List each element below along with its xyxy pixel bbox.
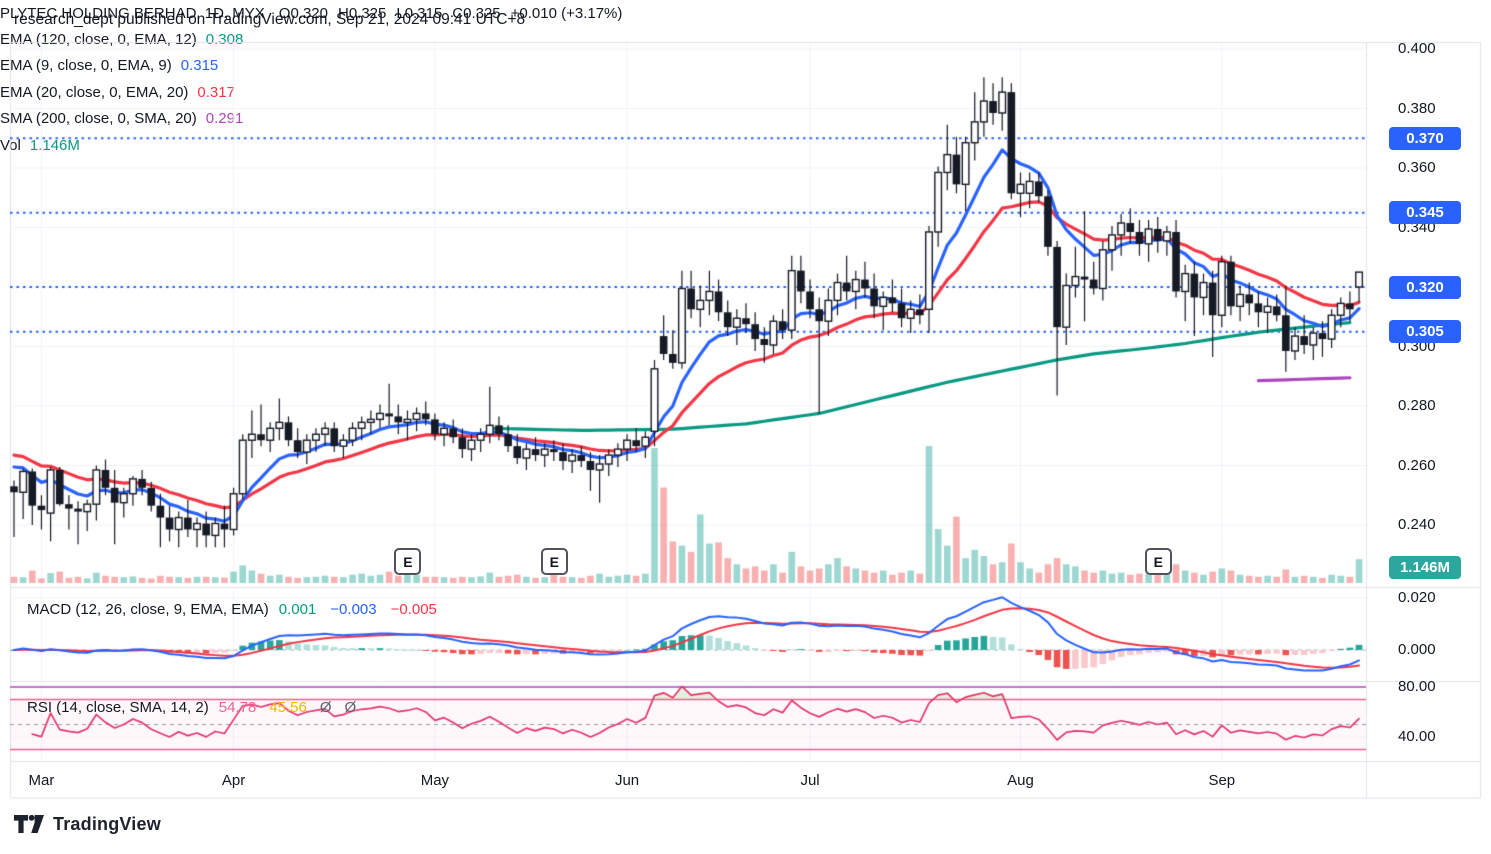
rsi-tick-label: 80.00 [1398, 678, 1436, 695]
time-label-may: May [420, 772, 450, 789]
time-label-jul: Jul [800, 772, 820, 789]
rsi-values: 54.78 45.56 Ø Ø [219, 699, 369, 716]
rsi-tick-label: 40.00 [1398, 728, 1436, 745]
macd-tick-label: 0.000 [1398, 641, 1436, 658]
price-line-badge: 0.345 [1389, 201, 1461, 225]
tradingview-logo-icon [14, 814, 44, 833]
publish-header: research_dept published on TradingView.c… [14, 11, 526, 28]
price-tick-label: 0.240 [1398, 516, 1436, 533]
rsi-legend-label: RSI (14, close, SMA, 14, 2) [27, 698, 209, 716]
price-tick-label: 0.360 [1398, 159, 1436, 176]
price-line-badge: 0.320 [1389, 275, 1461, 299]
price-line-badge: 0.370 [1389, 126, 1461, 150]
time-label-aug: Aug [1007, 772, 1034, 789]
rsi-value: Ø [319, 698, 332, 716]
rsi-value: Ø [344, 698, 357, 716]
volume-badge: 1.146M [1389, 556, 1461, 579]
price-tick-label: 0.380 [1398, 99, 1436, 117]
price-line-badge: 0.305 [1389, 320, 1461, 344]
rsi-legend-row[interactable]: RSI (14, close, SMA, 14, 2) 54.78 45.56 Ø Ø [27, 694, 369, 720]
price-tick-label: 0.260 [1398, 456, 1436, 474]
earnings-marker[interactable]: E [1144, 548, 1172, 575]
macd-legend-row[interactable]: MACD (12, 26, close, 9, EMA, EMA) 0.001−… [27, 596, 451, 622]
macd-value: 0.001 [278, 600, 317, 618]
time-label-apr: Apr [221, 772, 246, 789]
earnings-marker[interactable]: E [540, 548, 568, 575]
time-label-mar: Mar [28, 772, 55, 789]
price-tick-label: 0.280 [1398, 397, 1436, 414]
price-tick-label: 0.400 [1398, 40, 1436, 57]
tradingview-logo-text: TradingView [53, 813, 161, 834]
rsi-value: 45.56 [269, 698, 307, 716]
macd-tick-label: 0.020 [1398, 589, 1436, 606]
time-label-sep: Sep [1208, 772, 1236, 789]
macd-value: −0.003 [330, 600, 377, 618]
tradingview-logo[interactable]: TradingView [13, 813, 161, 835]
macd-value: −0.005 [390, 600, 437, 618]
earnings-marker[interactable]: E [394, 548, 422, 575]
macd-values: 0.001 −0.003 −0.005 [279, 601, 451, 618]
macd-legend-label: MACD (12, 26, close, 9, EMA, EMA) [27, 600, 269, 618]
rsi-value: 54.78 [218, 698, 257, 716]
time-label-jun: Jun [614, 772, 640, 789]
